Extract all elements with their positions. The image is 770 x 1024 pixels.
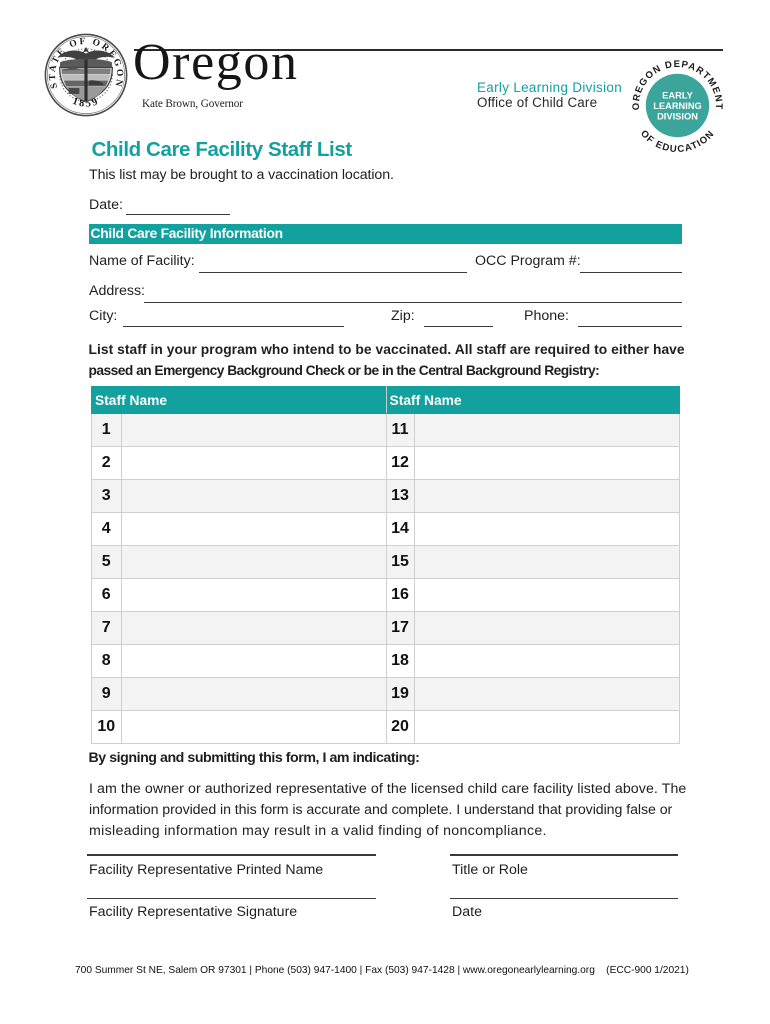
svg-text:DIVISION: DIVISION xyxy=(657,112,698,122)
svg-text:LEARNING: LEARNING xyxy=(653,101,702,111)
svg-text:EARLY: EARLY xyxy=(662,91,693,101)
